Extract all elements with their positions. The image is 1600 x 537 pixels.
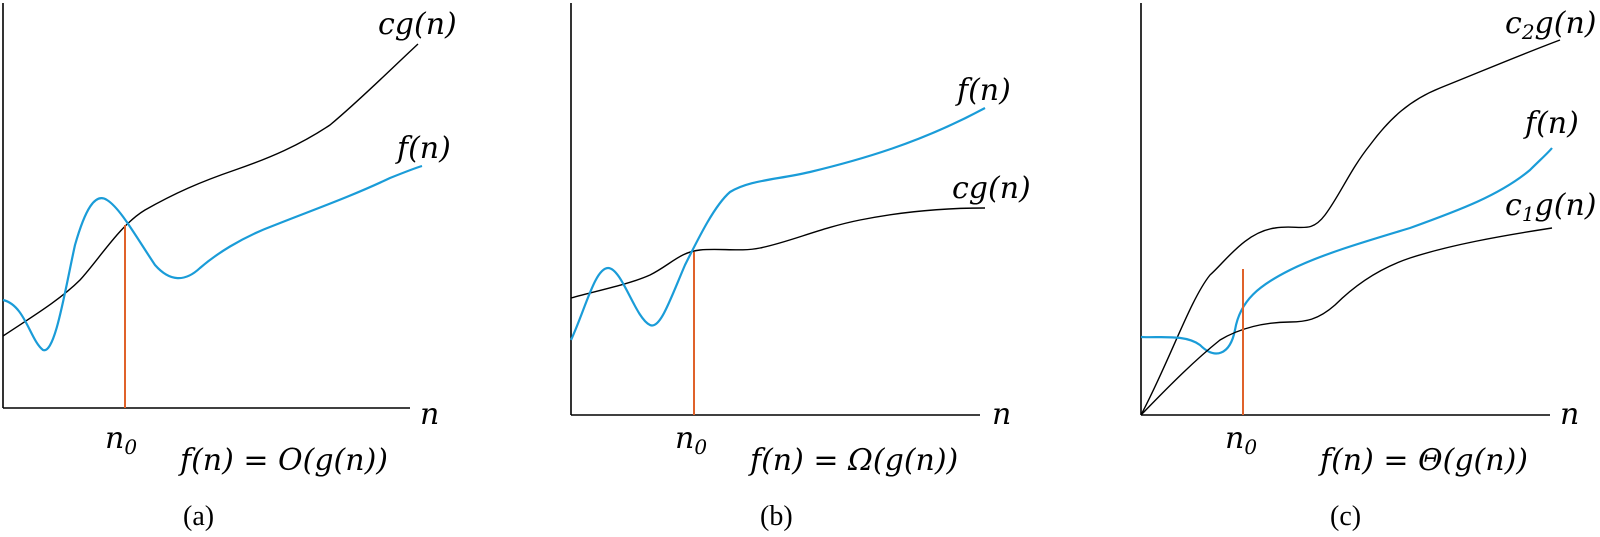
panel-c-c1g-curve <box>1140 227 1553 416</box>
panel-c: c2g(n) f(n) c1g(n) n n0 f(n) = Θ(g(n)) (… <box>1140 3 1596 532</box>
panel-c-c2g-curve <box>1140 39 1561 416</box>
panel-a-formula: f(n) = O(g(n)) <box>178 443 388 478</box>
panel-c-upper-label: c2g(n) <box>1505 6 1596 44</box>
panel-b-n0-label: n0 <box>675 421 707 459</box>
panel-a-n0-label: n0 <box>105 421 137 459</box>
panel-c-axis-label: n <box>1560 397 1579 432</box>
panel-a-f-curve <box>2 164 423 352</box>
panel-b-upper-label: f(n) <box>955 73 1011 108</box>
panel-c-f-curve <box>1140 147 1553 355</box>
panel-c-n0-label: n0 <box>1225 421 1257 459</box>
panel-a-axis-label: n <box>420 397 439 432</box>
panel-c-middle-label: f(n) <box>1523 106 1579 141</box>
panel-a-caption: (a) <box>183 501 214 532</box>
panel-b-formula: f(n) = Ω(g(n)) <box>748 443 958 478</box>
panel-c-caption: (c) <box>1330 501 1361 532</box>
panel-b: f(n) cg(n) n n0 f(n) = Ω(g(n)) (b) <box>570 3 1031 532</box>
panel-b-axis-label: n <box>992 397 1011 432</box>
panel-c-formula: f(n) = Θ(g(n)) <box>1318 443 1528 478</box>
panel-b-f-curve <box>570 107 986 341</box>
panel-b-cg-curve <box>570 207 986 299</box>
panel-c-lower-label: c1g(n) <box>1505 188 1596 226</box>
panel-a-lower-label: f(n) <box>395 131 451 166</box>
panel-a-cg-curve <box>2 43 419 337</box>
panel-b-lower-label: cg(n) <box>952 171 1031 206</box>
panel-b-caption: (b) <box>760 501 793 532</box>
panel-a: cg(n) f(n) n n0 f(n) = O(g(n)) (a) <box>2 3 457 532</box>
panel-a-upper-label: cg(n) <box>378 7 457 42</box>
